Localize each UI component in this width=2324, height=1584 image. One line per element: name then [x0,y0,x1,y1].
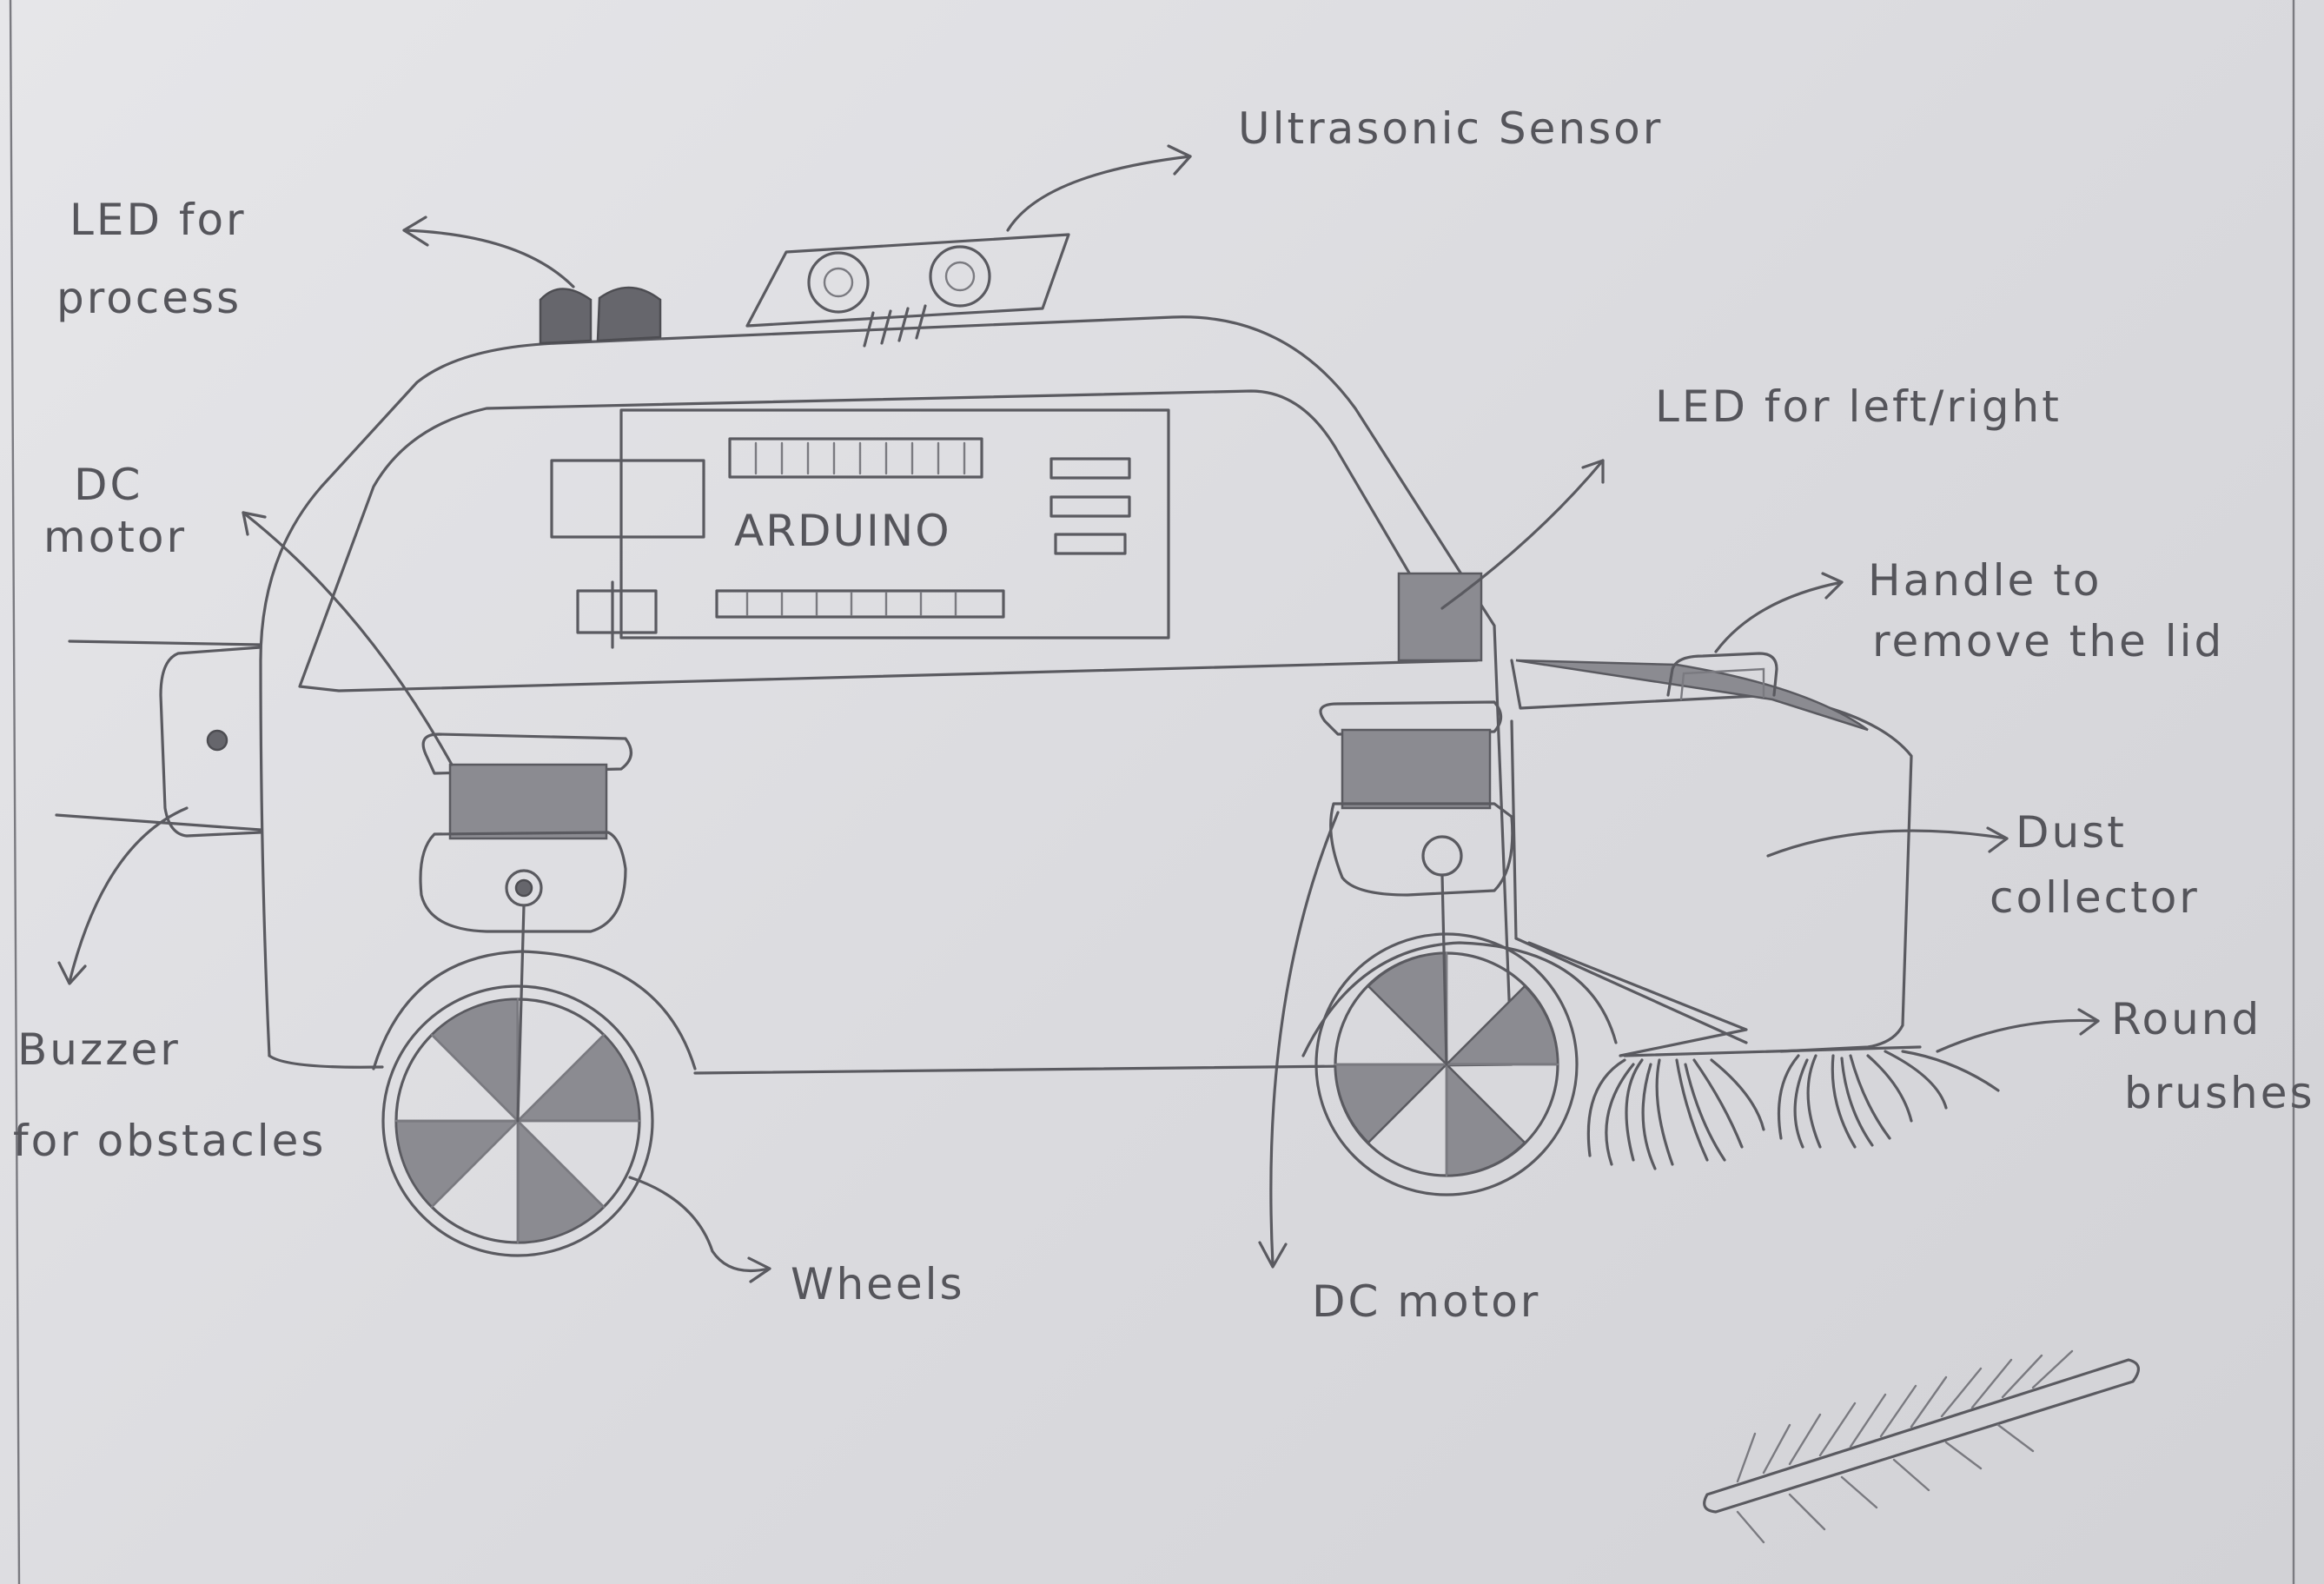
annotation-arrows [57,144,2100,1283]
front-wheel [1301,873,1618,1196]
label-buzzer-1: Buzzer [17,1024,181,1075]
label-wheels: Wheels [791,1259,965,1309]
label-handle-2: remove the lid [1872,616,2224,666]
right-dc-motor [1319,700,1514,897]
arduino-board: ARDUINO [550,408,1170,649]
label-round-1: Round [2111,994,2261,1044]
analog-header [715,589,1005,619]
label-round-2: brushes [2124,1068,2315,1118]
buzzer [55,640,262,838]
label-dc-motor-bottom: DC motor [1312,1276,1540,1327]
arduino-label: ARDUINO [734,506,951,556]
label-dust-1: Dust [2016,807,2127,858]
header-pins [754,441,966,475]
rear-wheel [372,904,697,1257]
label-handle-1: Handle to [1868,555,2102,606]
arduino-outline [619,408,1170,640]
dust-collector [1510,652,1913,1057]
brush-detail-sketch [1703,1349,2140,1544]
process-leds [539,286,662,345]
left-edge-line [9,0,21,1584]
left-dc-motor [419,732,632,933]
labels: LED for process Ultrasonic Sensor LED fo… [13,103,2315,1327]
usb-port [550,459,705,539]
ultrasonic-sensor [745,233,1070,348]
label-ultrasonic: Ultrasonic Sensor [1238,103,1663,154]
digital-header [728,437,983,479]
label-led-process-1: LED for [70,195,247,245]
label-led-left-right: LED for left/right [1655,381,2062,432]
label-dust-2: collector [1990,872,2200,923]
label-led-process-2: process [56,273,242,323]
label-buzzer-2: for obstacles [13,1116,326,1166]
robot-body [259,315,1513,1075]
power-jack [576,589,658,634]
label-dc-motor-left-2: motor [43,512,187,562]
label-dc-motor-left-1: DC [74,460,142,510]
round-brushes [1586,1045,2000,1170]
